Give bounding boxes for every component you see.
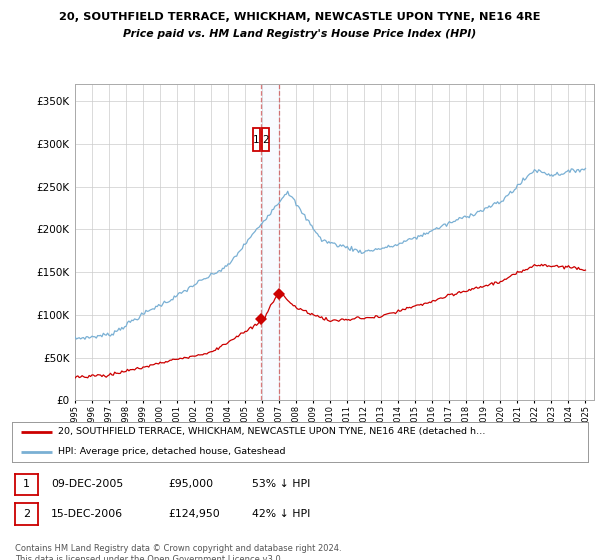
Text: £124,950: £124,950: [168, 509, 220, 519]
Text: £95,000: £95,000: [168, 479, 213, 489]
Text: Contains HM Land Registry data © Crown copyright and database right 2024.
This d: Contains HM Land Registry data © Crown c…: [15, 544, 341, 560]
FancyBboxPatch shape: [262, 128, 269, 151]
Text: 15-DEC-2006: 15-DEC-2006: [51, 509, 123, 519]
Text: 09-DEC-2005: 09-DEC-2005: [51, 479, 123, 489]
Text: 1: 1: [253, 135, 260, 144]
Bar: [261, 84, 278, 400]
Text: 2: 2: [23, 509, 30, 519]
Text: 53% ↓ HPI: 53% ↓ HPI: [252, 479, 310, 489]
Text: 20, SOUTHFIELD TERRACE, WHICKHAM, NEWCASTLE UPON TYNE, NE16 4RE (detached h…: 20, SOUTHFIELD TERRACE, WHICKHAM, NEWCAS…: [58, 427, 485, 436]
Text: 42% ↓ HPI: 42% ↓ HPI: [252, 509, 310, 519]
Text: Price paid vs. HM Land Registry's House Price Index (HPI): Price paid vs. HM Land Registry's House …: [124, 29, 476, 39]
FancyBboxPatch shape: [253, 128, 260, 151]
Text: 1: 1: [23, 479, 30, 489]
Text: 20, SOUTHFIELD TERRACE, WHICKHAM, NEWCASTLE UPON TYNE, NE16 4RE: 20, SOUTHFIELD TERRACE, WHICKHAM, NEWCAS…: [59, 12, 541, 22]
Text: HPI: Average price, detached house, Gateshead: HPI: Average price, detached house, Gate…: [58, 447, 286, 456]
Text: 2: 2: [262, 135, 269, 144]
